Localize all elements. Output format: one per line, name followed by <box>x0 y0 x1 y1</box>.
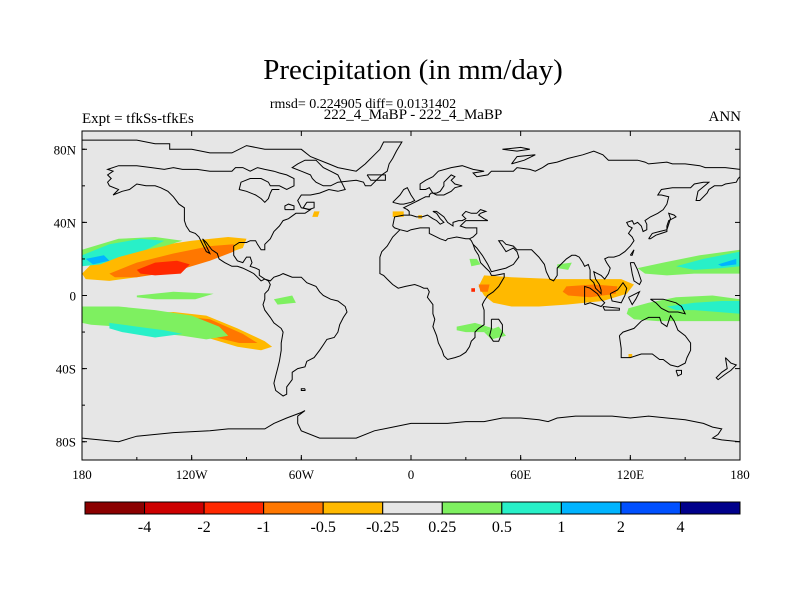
coastline-3 <box>300 388 306 391</box>
y-tick-label: 40N <box>54 215 77 230</box>
x-tick-label: 180 <box>730 467 750 482</box>
coastline-22 <box>675 369 682 377</box>
contour-region-africa-green-1 <box>469 258 481 267</box>
contour-region-west-pacific-green <box>637 249 740 276</box>
colorbar: -4 -2 -1 -0.5 -0.25 0.25 0.5 1 2 4 <box>84 501 741 536</box>
contour-region-east-african-green <box>456 322 494 333</box>
coastline-6 <box>392 209 489 242</box>
y-tick-label: 0 <box>70 289 77 304</box>
coastline-11 <box>502 146 530 152</box>
colorbar-label: 0.5 <box>492 519 512 536</box>
axis-ticks: 180 120W 60W 0 60E 120E 180 80N 40N 0 40S 80S <box>54 131 750 482</box>
x-tick-label: 0 <box>408 467 415 482</box>
colorbar-label: -2 <box>197 519 210 536</box>
coastline-15 <box>609 281 628 304</box>
colorbar-swatch <box>203 501 265 515</box>
contour-region-atlantic-orange-1 <box>312 211 320 217</box>
colorbar-swatch <box>322 501 384 515</box>
colorbar-swatch <box>84 501 146 515</box>
coastline-10 <box>402 150 740 216</box>
coastline-17 <box>650 298 687 315</box>
chart-subtitle: 222_4_MaBP - 222_4_MaBP <box>323 107 503 123</box>
y-tick-label: 40S <box>56 362 76 377</box>
contour-region-south-pacific-cyan <box>109 322 183 338</box>
contour-region-south-atlantic-orange-dot <box>628 354 633 358</box>
x-tick-label: 60E <box>510 467 531 482</box>
experiment-label: Expt = tfkSs-tfkEs <box>82 111 194 127</box>
colorbar-swatch <box>441 501 503 515</box>
chart-title: Precipitation (in mm/day) <box>263 54 563 86</box>
colorbar-label: 4 <box>676 519 684 536</box>
contour-region-west-pacific-blue <box>718 258 737 267</box>
coastline-16 <box>628 290 641 306</box>
coastline-18 <box>629 262 642 286</box>
coastlines <box>82 139 740 443</box>
colorbar-label: -0.5 <box>311 519 336 536</box>
contour-region-pacific-green-near-coast <box>273 295 296 305</box>
colorbar-label: 2 <box>617 519 625 536</box>
contour-region-south-west-pacific-cyan <box>666 301 740 314</box>
coastline-20 <box>648 212 677 240</box>
coastline-5 <box>392 187 416 205</box>
contour-region-horn-of-africa-redorange <box>478 284 490 292</box>
y-tick-label: 80S <box>56 435 76 450</box>
coastline-1 <box>284 203 295 211</box>
coastline-13 <box>584 285 606 308</box>
coastline-2 <box>302 201 315 211</box>
colorbar-swatch <box>263 501 324 515</box>
contour-region-red-dot-africa <box>471 288 475 292</box>
colorbar-label: -0.25 <box>366 519 399 536</box>
x-tick-label: 180 <box>72 467 92 482</box>
colorbar-swatch <box>501 501 562 515</box>
coastline-8 <box>489 318 503 342</box>
colorbar-swatch <box>382 501 443 515</box>
contour-region-indian-ocean-redorange <box>562 284 618 298</box>
colorbar-label: -1 <box>257 519 270 536</box>
contour-region-south-pacific-green-strip <box>82 306 229 340</box>
coastline-19 <box>629 249 635 256</box>
coastline-21 <box>618 314 692 368</box>
contour-region-north-pacific-red <box>136 260 190 276</box>
coastline-14 <box>602 306 620 311</box>
coastline-7 <box>379 229 505 361</box>
contour-region-indian-ocean-orange <box>478 275 634 307</box>
coastline-23 <box>715 357 738 381</box>
colorbar-swatch <box>144 501 205 515</box>
x-tick-label: 120W <box>176 467 209 482</box>
contour-region-north-pacific-blue <box>85 255 110 265</box>
colorbar-swatch <box>679 501 741 515</box>
colorbar-swatch <box>560 501 622 515</box>
colorbar-label: 1 <box>557 519 565 536</box>
x-tick-label: 120E <box>617 467 645 482</box>
y-tick-label: 80N <box>54 142 77 157</box>
colorbar-label: 0.25 <box>428 519 456 536</box>
stats-line: rmsd= 0.224905 diff= 0.0131402 <box>269 97 457 112</box>
coastline-12 <box>511 154 536 165</box>
season-label: ANN <box>708 109 742 125</box>
x-tick-label: 60W <box>289 467 315 482</box>
colorbar-swatch <box>620 501 681 515</box>
contour-region-equatorial-green <box>136 291 214 300</box>
coastline-4 <box>366 174 386 181</box>
coastline-9 <box>472 176 740 295</box>
coastline-24 <box>82 410 740 443</box>
colorbar-label: -4 <box>138 519 151 536</box>
coastline-0 <box>82 139 403 397</box>
